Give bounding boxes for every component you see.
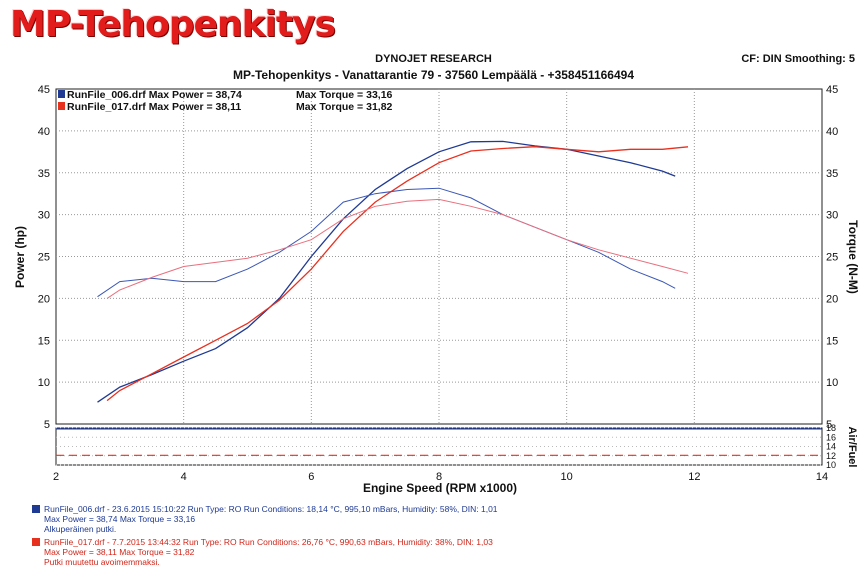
y-tick-label-left: 25 (38, 252, 50, 264)
dyno-chart: 2 4 6 8 10 12 14510152025303540455101520253035… (13, 84, 860, 495)
af-tick-label: 14 (826, 442, 836, 452)
run-017-line3: Putki muutettu avoimemmaksi. (44, 557, 160, 567)
airfuel-axis-label: Air/Fuel (846, 427, 858, 468)
cf-smoothing-label: CF: DIN Smoothing: 5 (741, 53, 855, 65)
y-tick-label-left: 10 (38, 377, 50, 389)
y-tick-label-right: 20 (826, 293, 838, 305)
run-017-line2: Max Power = 38,11 Max Torque = 31,82 (44, 547, 195, 557)
y-tick-label-left: 45 (38, 84, 50, 96)
run-info-017: RunFile_017.drf - 7.7.2015 13:44:32 Run … (32, 537, 493, 567)
y-tick-label-right: 40 (826, 126, 838, 138)
x-axis-label: Engine Speed (RPM x1000) (363, 481, 517, 495)
series-line-power-0 (97, 140, 676, 403)
af-tick-label: 18 (826, 423, 836, 433)
y-tick-label-left: 5 (44, 419, 50, 431)
run-006-color-swatch (32, 505, 40, 513)
y-tick-label-right: 5 (826, 419, 832, 431)
legend-entry-torque: Max Torque = 31,82 (296, 101, 393, 113)
af-tick-label: 12 (826, 451, 836, 461)
y-axis-label-right: Torque (N-M) (846, 220, 860, 294)
y-tick-label-right: 45 (826, 84, 838, 96)
run-info-006: RunFile_006.drf - 23.6.2015 15:10:22 Run… (32, 504, 498, 534)
run-006-line3: Alkuperäinen putki. (44, 524, 117, 534)
x-tick-label: 6 (308, 471, 314, 483)
legend-entry-torque: Max Torque = 33,16 (296, 89, 393, 101)
airfuel-frame (55, 427, 823, 466)
x-tick-label: 2 (53, 471, 59, 483)
y-tick-label-left: 40 (38, 126, 50, 138)
legend-entry: RunFile_006.drf Max Power = 38,74 (67, 89, 242, 101)
series-line-torque-2 (97, 187, 676, 298)
x-tick-label: 4 (181, 471, 187, 483)
run-017-line1: RunFile_017.drf - 7.7.2015 13:44:32 Run … (44, 537, 493, 547)
af-tick-label: 10 (826, 460, 836, 470)
x-tick-label: 8 (436, 471, 442, 483)
dynojet-heading: DYNOJET RESEARCH (375, 53, 492, 65)
legend-entry: RunFile_017.drf Max Power = 38,11 (67, 101, 241, 113)
shop-address-heading: MP-Tehopenkitys - Vanattarantie 79 - 375… (233, 68, 634, 82)
y-tick-label-left: 15 (38, 335, 50, 347)
y-tick-label-right: 15 (826, 335, 838, 347)
y-tick-label-left: 20 (38, 293, 50, 305)
y-axis-label-left: Power (hp) (13, 226, 27, 288)
x-tick-label: 14 (816, 471, 828, 483)
legend-swatch (58, 90, 65, 98)
run-006-line1: RunFile_006.drf - 23.6.2015 15:10:22 Run… (44, 504, 498, 514)
y-tick-label-left: 35 (38, 168, 50, 180)
y-tick-label-right: 30 (826, 210, 838, 222)
y-tick-label-right: 10 (826, 377, 838, 389)
af-tick-label: 16 (826, 432, 836, 442)
run-006-line2: Max Power = 38,74 Max Torque = 33,16 (44, 514, 196, 524)
y-tick-label-right: 25 (826, 252, 838, 264)
company-logo: MP-Tehopenkitys (10, 4, 336, 45)
y-tick-label-left: 30 (38, 210, 50, 222)
legend-swatch (58, 102, 65, 110)
y-tick-label-right: 35 (826, 168, 838, 180)
x-tick-label: 10 (561, 471, 573, 483)
run-017-color-swatch (32, 538, 40, 546)
x-tick-label: 12 (688, 471, 700, 483)
series-line-torque-3 (106, 198, 689, 299)
